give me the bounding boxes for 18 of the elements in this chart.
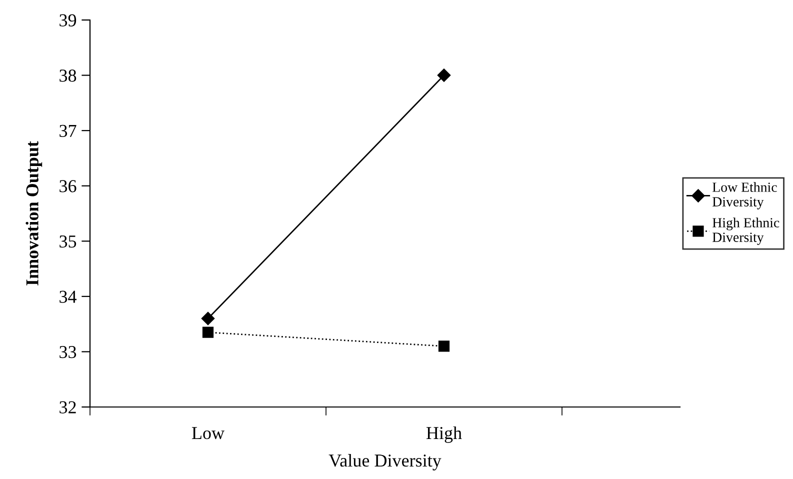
y-tick-label: 39	[60, 14, 76, 26]
legend-label: High Ethnic Diversity	[712, 218, 780, 245]
y-tick-label: 35	[60, 235, 76, 248]
y-tick-label: 37	[60, 124, 76, 138]
legend-label: Low Ethnic Diversity	[712, 182, 777, 210]
x-tick-label: Low	[192, 427, 224, 440]
point	[202, 326, 214, 338]
y-tick-label: 34	[60, 290, 77, 303]
y-tick-label: 36	[60, 180, 76, 192]
y-tick-label: 38	[60, 70, 76, 82]
y-tick-label: 32	[60, 401, 76, 414]
x-axis-title: Value Diversity	[328, 454, 442, 470]
y-tick-label: 33	[60, 346, 76, 358]
point	[437, 68, 451, 82]
point	[438, 340, 450, 352]
y-axis-title: Innovation Output	[26, 141, 42, 286]
point	[201, 312, 215, 326]
x-tick-label: High	[426, 426, 462, 443]
